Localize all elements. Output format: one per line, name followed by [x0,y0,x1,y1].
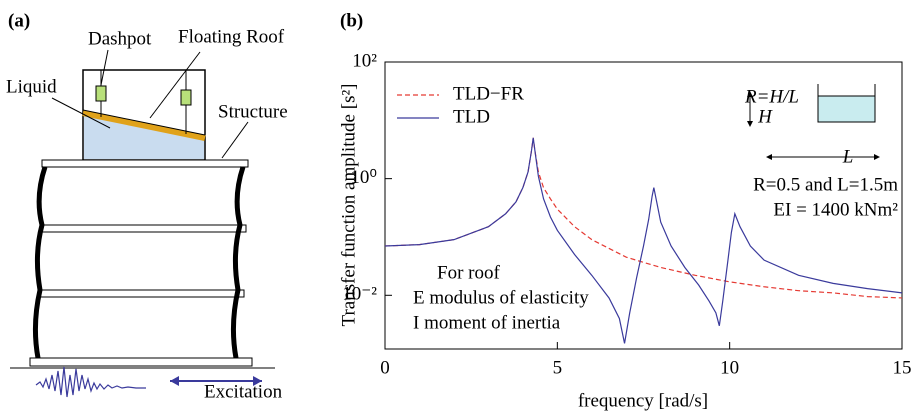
leader [100,49,109,86]
inset-tank [817,84,876,123]
roof-edge [82,109,206,136]
label: Dashpot [88,28,152,49]
foundation [29,357,253,367]
leader [51,97,111,129]
annotation: L [842,146,854,167]
y-tick-label: 10⁻² [342,284,377,305]
series-line [384,137,903,344]
annotation: I moment of inertia [413,312,561,333]
dashpot [95,85,107,102]
panel-a [10,49,275,398]
x-tick-label: 15 [893,357,912,378]
panel-label: (a) [8,10,30,31]
x-tick-label: 0 [380,357,390,378]
label: Excitation [204,381,283,402]
dashpot [180,89,192,106]
y-tick-label: 10⁰ [350,167,377,188]
excitation-wave [35,366,146,398]
label: Liquid [6,76,57,97]
inset-liquid [817,95,876,123]
dimension-lines [749,97,878,158]
label: Structure [218,101,288,122]
y-tick-label: 10² [352,50,377,71]
legend-label: TLD−FR [453,83,524,104]
leader [149,51,201,119]
floating-roof [82,110,206,141]
y-axis-label: Transfer function amplitude [s²] [338,84,359,327]
slab [41,159,249,168]
legend-label: TLD [453,106,490,127]
slab [37,289,245,298]
annotation: For roof [437,262,500,283]
label: Floating Roof [178,26,285,47]
plot-frame [384,61,903,350]
column [32,166,48,359]
x-tick-label: 10 [720,357,739,378]
liquid-fill [84,111,204,159]
annotation: H [757,106,773,127]
panel-label: (b) [340,10,363,31]
x-axis-label: frequency [rad/s] [578,390,708,411]
annotation: R=0.5 and L=1.5m [753,174,898,195]
annotation: R=H/L [744,86,799,107]
x-tick-label: 5 [553,357,563,378]
annotation: E modulus of elasticity [413,287,589,308]
slab [39,224,247,233]
column [230,166,246,359]
annotation: EI = 1400 kNm² [773,199,898,220]
leader [221,121,249,159]
